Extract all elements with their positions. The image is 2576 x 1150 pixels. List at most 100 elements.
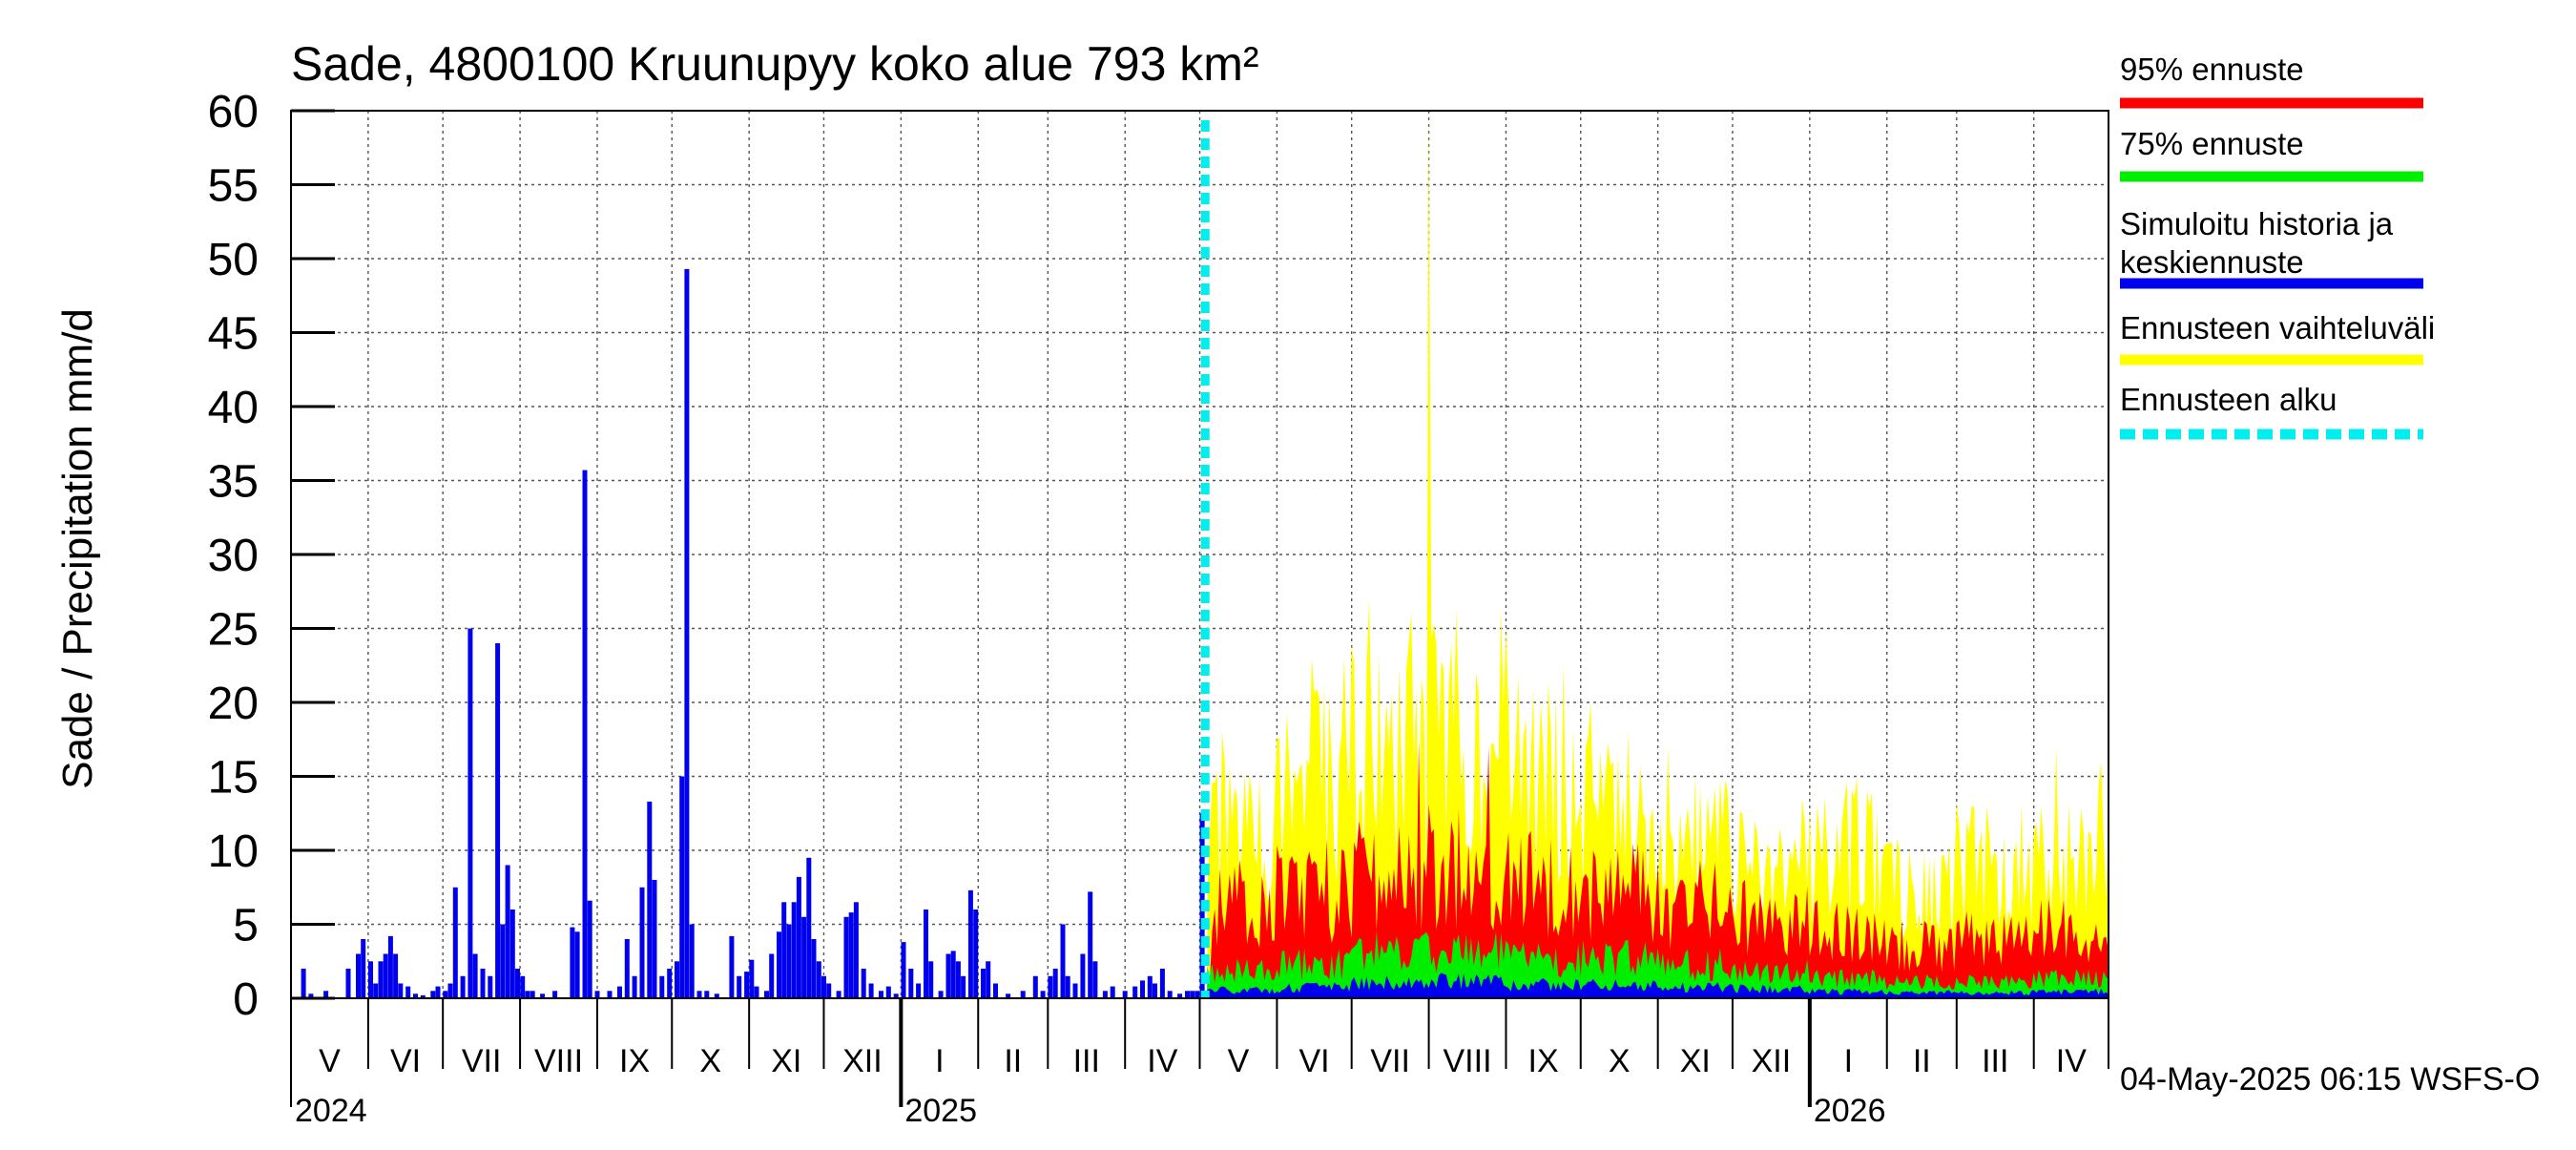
history-bar xyxy=(696,991,702,999)
legend-label: keskiennuste xyxy=(2120,244,2304,280)
x-month-label: IV xyxy=(1147,1043,1177,1079)
history-bar xyxy=(986,961,991,999)
history-bar xyxy=(737,975,742,999)
history-bar xyxy=(843,916,849,999)
history-bar xyxy=(1088,891,1093,998)
x-month-label: III xyxy=(1073,1043,1100,1079)
history-bar xyxy=(443,991,448,999)
history-bar xyxy=(1006,993,1011,998)
history-bar xyxy=(861,969,866,998)
history-bar xyxy=(393,953,399,998)
history-bar xyxy=(848,912,854,998)
history-bar xyxy=(764,991,769,999)
history-bar xyxy=(368,961,373,999)
history-bar xyxy=(1032,975,1038,999)
history-bar xyxy=(447,983,453,998)
legend-label: Simuloitu historia ja xyxy=(2120,206,2394,241)
history-bar xyxy=(1048,975,1053,999)
x-month-label: II xyxy=(1004,1043,1022,1079)
forecast-area-simuloitu-keskiennuste xyxy=(1207,972,2109,998)
history-bar xyxy=(1167,991,1173,999)
history-bar xyxy=(868,983,874,998)
history-bar xyxy=(574,931,580,999)
x-month-label: VIII xyxy=(1444,1043,1492,1079)
history-bar xyxy=(826,983,832,998)
forecast-area-ennusteen-vaihteluv-li xyxy=(1207,111,2109,998)
history-bar xyxy=(387,935,393,998)
history-bar xyxy=(488,975,493,999)
history-bar xyxy=(1190,991,1195,999)
history-bar xyxy=(1122,991,1128,999)
history-bar xyxy=(1159,969,1165,998)
y-tick-label: 50 xyxy=(208,235,259,285)
history-bar xyxy=(515,969,520,998)
y-tick-label: 60 xyxy=(208,87,259,137)
history-bar xyxy=(405,986,411,998)
history-bar xyxy=(981,969,986,998)
y-tick-label: 20 xyxy=(208,679,259,729)
x-month-label: VI xyxy=(1298,1043,1329,1079)
x-month-label: IX xyxy=(1528,1043,1559,1079)
x-month-label: VII xyxy=(462,1043,502,1079)
history-bar xyxy=(570,927,575,998)
history-bar xyxy=(617,986,622,998)
forecast-area-95-ennuste xyxy=(1207,739,2109,998)
history-bar xyxy=(1177,993,1183,998)
y-tick-label: 10 xyxy=(208,826,259,877)
history-bar xyxy=(398,983,404,998)
x-month-label: IV xyxy=(2056,1043,2087,1079)
history-bar xyxy=(689,924,695,998)
history-bar xyxy=(624,939,630,998)
history-bar xyxy=(420,994,426,998)
x-month-label: IX xyxy=(619,1043,650,1079)
history-bar xyxy=(647,801,653,998)
history-bar xyxy=(955,961,961,999)
grid-layer xyxy=(291,111,2109,998)
legend-label: 75% ennuste xyxy=(2120,126,2304,161)
history-bar xyxy=(435,986,441,998)
history-bar xyxy=(460,975,466,999)
y-tick-label: 0 xyxy=(233,974,259,1025)
history-bar xyxy=(467,628,473,998)
history-bar xyxy=(323,991,329,999)
x-month-label: I xyxy=(1844,1043,1853,1079)
history-bar xyxy=(472,953,478,998)
x-month-label: X xyxy=(1609,1043,1631,1079)
history-bar xyxy=(525,991,530,999)
history-bar xyxy=(505,865,510,998)
x-month-label: VI xyxy=(390,1043,421,1079)
history-bar xyxy=(928,961,934,999)
history-bar xyxy=(801,916,807,999)
history-bar xyxy=(1065,975,1070,999)
history-bar xyxy=(452,887,458,999)
history-bar xyxy=(659,975,665,999)
x-month-label: X xyxy=(699,1043,721,1079)
history-bar xyxy=(345,969,351,998)
history-bar xyxy=(945,953,951,998)
history-bar xyxy=(1072,983,1078,998)
x-month-label: XI xyxy=(771,1043,801,1079)
y-tick-label: 45 xyxy=(208,309,259,360)
history-bar xyxy=(509,910,515,998)
history-bar xyxy=(1185,991,1190,999)
legend-label: Ennusteen vaihteluväli xyxy=(2120,310,2435,345)
history-bar xyxy=(383,953,388,998)
legend: 95% ennuste 75% ennuste Simuloitu historia… xyxy=(2120,52,2435,440)
history-bar xyxy=(1080,953,1086,998)
history-bar xyxy=(373,983,379,998)
x-year-label: 2024 xyxy=(295,1093,367,1129)
history-bar xyxy=(816,961,821,999)
y-tick-label: 25 xyxy=(208,605,259,656)
legend-label: 95% ennuste xyxy=(2120,52,2304,87)
history-bar xyxy=(495,643,501,998)
y-axis-label: Sade / Precipitation mm/d xyxy=(54,308,101,789)
history-bar xyxy=(540,993,546,998)
history-bar xyxy=(967,889,973,998)
legend-label: Ennusteen alku xyxy=(2120,382,2337,417)
history-bar xyxy=(796,876,801,998)
y-tick-label: 55 xyxy=(208,161,259,212)
history-bar xyxy=(704,991,710,999)
history-bar xyxy=(675,961,679,999)
y-tick-label: 40 xyxy=(208,383,259,433)
